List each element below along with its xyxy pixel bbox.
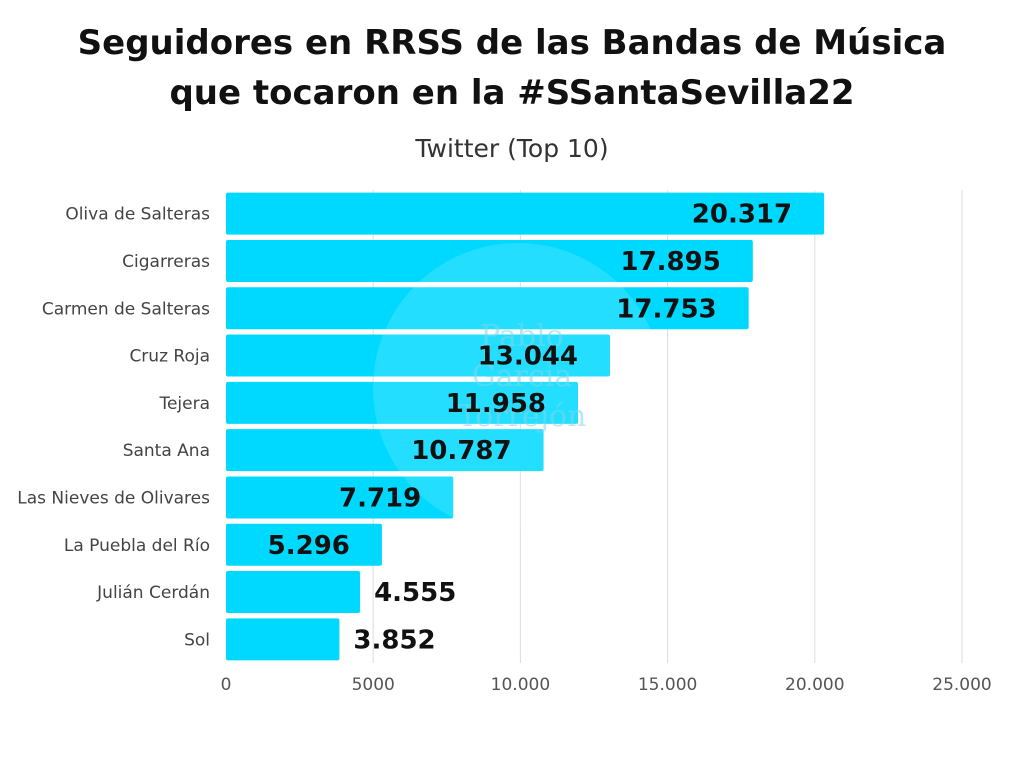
chart-subtitle: Twitter (Top 10) — [415, 134, 609, 163]
category-labels: Oliva de Salteras Cigarreras Carmen de Sal… — [17, 205, 210, 651]
bar — [226, 381, 579, 424]
watermark: Pablo García Torrejón — [373, 243, 663, 533]
category-label: Santa Ana — [123, 441, 210, 461]
chart-title-line-1: Seguidores en RRSS de las Bandas de Músi… — [77, 23, 947, 63]
category-label: Cigarreras — [122, 252, 210, 272]
x-tick-label: 25.000 — [932, 675, 991, 695]
bar — [226, 287, 749, 330]
bars — [226, 192, 825, 661]
watermark-text: Torrejón — [458, 399, 587, 434]
x-tick-label: 0 — [221, 675, 232, 695]
bar — [226, 334, 611, 377]
data-label: 7.719 — [339, 483, 421, 513]
x-axis-ticks: 0 5000 10.000 15.000 20.000 25.000 — [221, 675, 992, 695]
bar — [226, 618, 340, 661]
chart-title-line-2: que tocaron en la #SSantaSevilla22 — [169, 73, 855, 113]
category-label: La Puebla del Río — [64, 536, 210, 556]
watermark-circle — [373, 243, 663, 533]
value-labels: 20.317 17.895 17.753 13.044 11.958 10.787 7.71… — [268, 200, 792, 656]
data-label: 5.296 — [268, 531, 350, 561]
data-label: 3.852 — [353, 625, 435, 655]
x-tick-label: 15.000 — [638, 675, 697, 695]
bar — [226, 239, 753, 282]
x-tick-label: 20.000 — [785, 675, 844, 695]
x-tick-label: 5000 — [352, 675, 395, 695]
data-label: 11.958 — [446, 389, 546, 419]
category-label: Sol — [184, 630, 210, 650]
category-label: Julián Cerdán — [96, 583, 210, 603]
bar — [226, 523, 382, 566]
category-label: Tejera — [158, 394, 210, 414]
data-label: 10.787 — [411, 436, 511, 466]
category-label: Cruz Roja — [129, 347, 210, 367]
data-label: 20.317 — [692, 200, 792, 230]
watermark-text: Pablo — [480, 319, 564, 354]
category-label: Las Nieves de Olivares — [17, 488, 210, 508]
watermark-text: García — [472, 359, 573, 394]
bar — [226, 571, 361, 614]
data-label: 17.895 — [620, 247, 720, 277]
x-tick-label: 10.000 — [491, 675, 550, 695]
bar — [226, 476, 454, 519]
bar — [226, 192, 825, 235]
category-label: Carmen de Salteras — [42, 299, 210, 319]
bar — [226, 429, 544, 472]
data-label: 4.555 — [374, 578, 456, 608]
data-label: 13.044 — [478, 342, 578, 372]
chart-title: Seguidores en RRSS de las Bandas de Músi… — [0, 18, 1024, 118]
category-label: Oliva de Salteras — [65, 205, 210, 225]
data-label: 17.753 — [616, 294, 716, 324]
